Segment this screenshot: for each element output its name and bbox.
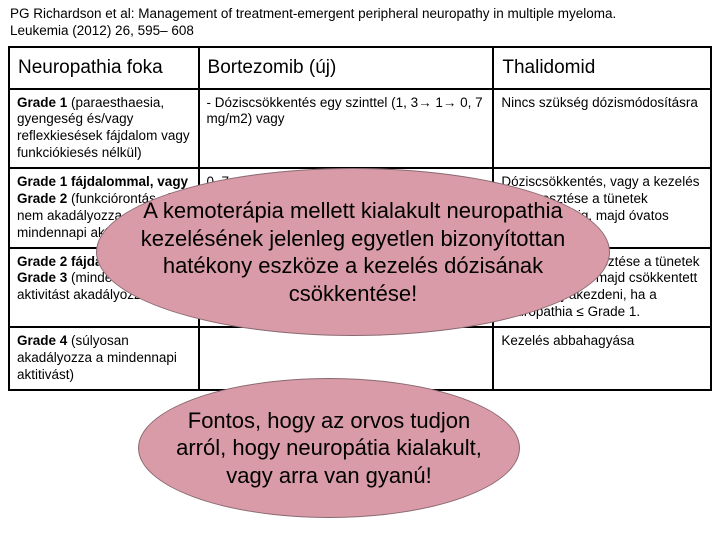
callout-main: A kemoterápia mellett kialakult neuropat…	[96, 168, 610, 336]
citation-line2: Leukemia (2012) 26, 595– 608	[10, 23, 710, 40]
cell-thalidomid: Nincs szükség dózismódosításra	[493, 89, 711, 169]
header-col2: Bortezomib (új)	[199, 47, 494, 89]
callout-secondary: Fontos, hogy az orvos tudjon arról, hogy…	[138, 378, 520, 518]
table-row: Grade 1 (paraesthaesia, gyengeség és/vag…	[9, 89, 711, 169]
header-col3: Thalidomid	[493, 47, 711, 89]
grade-bold: Grade 4	[17, 333, 67, 348]
header-col1: Neuropathia foka	[9, 47, 199, 89]
citation-line1: PG Richardson et al: Management of treat…	[10, 6, 710, 23]
cell-grade: Grade 1 (paraesthaesia, gyengeség és/vag…	[9, 89, 199, 169]
cell-grade: Grade 4 (súlyosan akadályozza a mindenna…	[9, 327, 199, 390]
cell-thalidomid: Kezelés abbahagyása	[493, 327, 711, 390]
table-header-row: Neuropathia foka Bortezomib (új) Thalido…	[9, 47, 711, 89]
grade-bold: Grade 1	[17, 95, 67, 110]
callout-secondary-text: Fontos, hogy az orvos tudjon arról, hogy…	[169, 407, 489, 490]
citation: PG Richardson et al: Management of treat…	[0, 0, 720, 44]
cell-bortezomib: - Dóziscsökkentés egy szinttel (1, 3→ 1→…	[199, 89, 494, 169]
callout-main-text: A kemoterápia mellett kialakult neuropat…	[127, 197, 579, 307]
